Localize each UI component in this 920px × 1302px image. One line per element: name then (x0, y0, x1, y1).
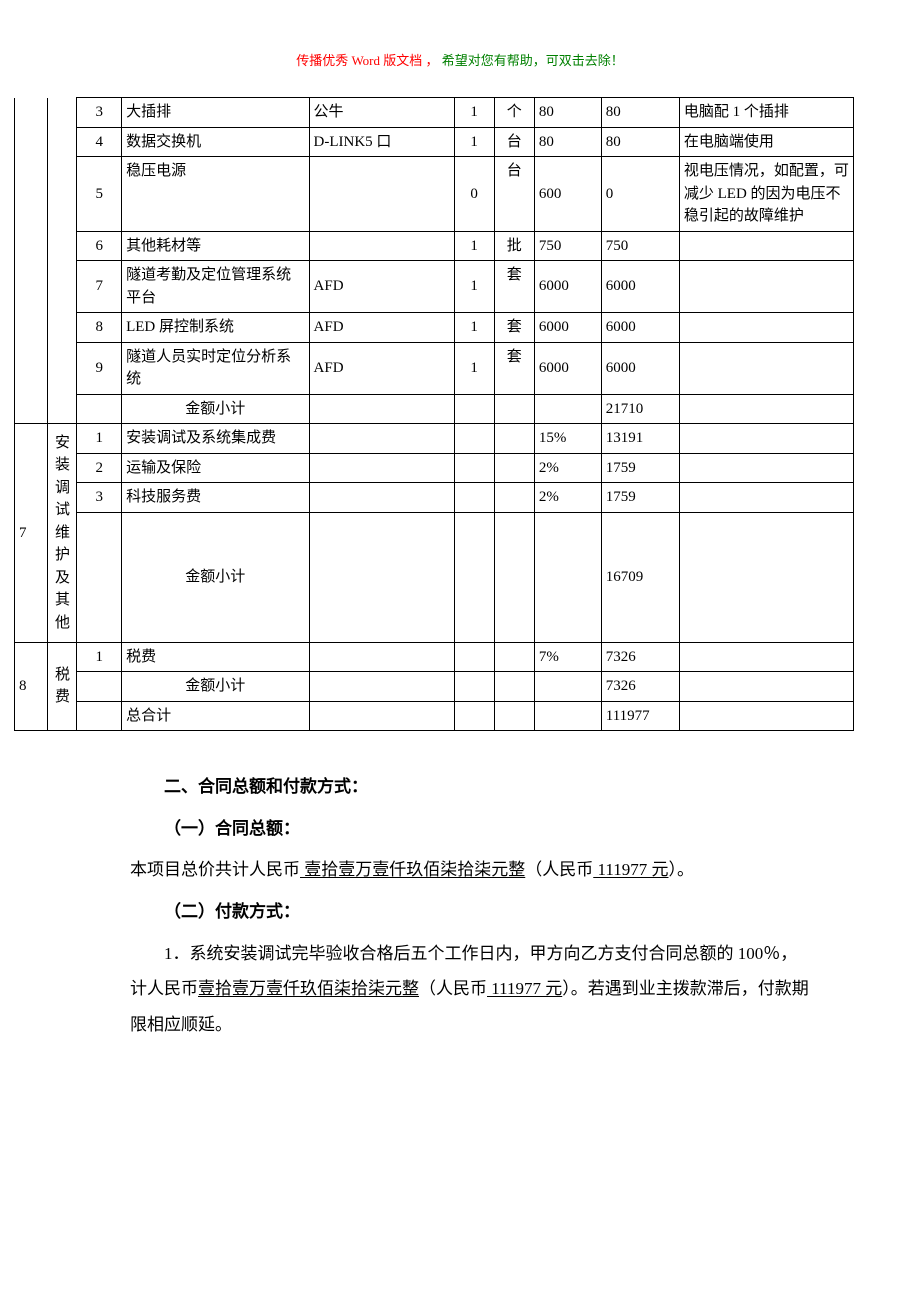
body-text: 二、合同总额和付款方式： （一）合同总额： 本项目总价共计人民币 壹拾壹万壹仟玖… (70, 769, 850, 1043)
paragraph: 1．系统安装调试完毕验收合格后五个工作日内，甲方向乙方支付合同总额的 100％，… (130, 936, 810, 1043)
table-row: 4 数据交换机 D-LINK5 口 1 台 80 80 在电脑端使用 (15, 127, 854, 157)
table-subtotal-row: 金额小计 16709 (15, 512, 854, 642)
cost-table: 3 大插排 公牛 1 个 80 80 电脑配 1 个插排 4 数据交换机 D-L… (14, 97, 854, 731)
table-subtotal-row: 金额小计 7326 (15, 672, 854, 702)
table-row: 3 科技服务费 2% 1759 (15, 483, 854, 513)
table-row: 7 隧道考勤及定位管理系统平台 AFD 1 套 6000 6000 (15, 261, 854, 313)
header-note-green: 希望对您有帮助，可双击去除！ (442, 53, 624, 68)
paragraph: 本项目总价共计人民币 壹拾壹万壹仟玖佰柒拾柒元整（人民币 111977 元）。 (130, 852, 810, 888)
table-row: 3 大插排 公牛 1 个 80 80 电脑配 1 个插排 (15, 98, 854, 128)
table-row: 5 稳压电源 0 台 600 0 视电压情况，如配置，可减少 LED 的因为电压… (15, 157, 854, 232)
table-row: 6 其他耗材等 1 批 750 750 (15, 231, 854, 261)
header-note-red: 传播优秀 Word 版文档 ， (296, 53, 438, 68)
table-row: 8 税费 1 税费 7% 7326 (15, 642, 854, 672)
document-page: 传播优秀 Word 版文档 ， 希望对您有帮助，可双击去除！ 3 大插排 公牛 … (0, 0, 920, 1302)
header-note: 传播优秀 Word 版文档 ， 希望对您有帮助，可双击去除！ (70, 50, 850, 69)
table-row: 7 安装调试维护及其他 1 安装调试及系统集成费 15% 13191 (15, 424, 854, 454)
subsection-heading: （二）付款方式： (130, 894, 810, 930)
category-label: 税费 (48, 642, 77, 731)
table-grandtotal-row: 总合计 111977 (15, 701, 854, 731)
table-subtotal-row: 金额小计 21710 (15, 394, 854, 424)
subsection-heading: （一）合同总额： (130, 811, 810, 847)
category-label: 安装调试维护及其他 (48, 424, 77, 643)
section-heading: 二、合同总额和付款方式： (130, 769, 810, 805)
table-row: 8 LED 屏控制系统 AFD 1 套 6000 6000 (15, 313, 854, 343)
table-row: 2 运输及保险 2% 1759 (15, 453, 854, 483)
table-row: 9 隧道人员实时定位分析系统 AFD 1 套 6000 6000 (15, 342, 854, 394)
